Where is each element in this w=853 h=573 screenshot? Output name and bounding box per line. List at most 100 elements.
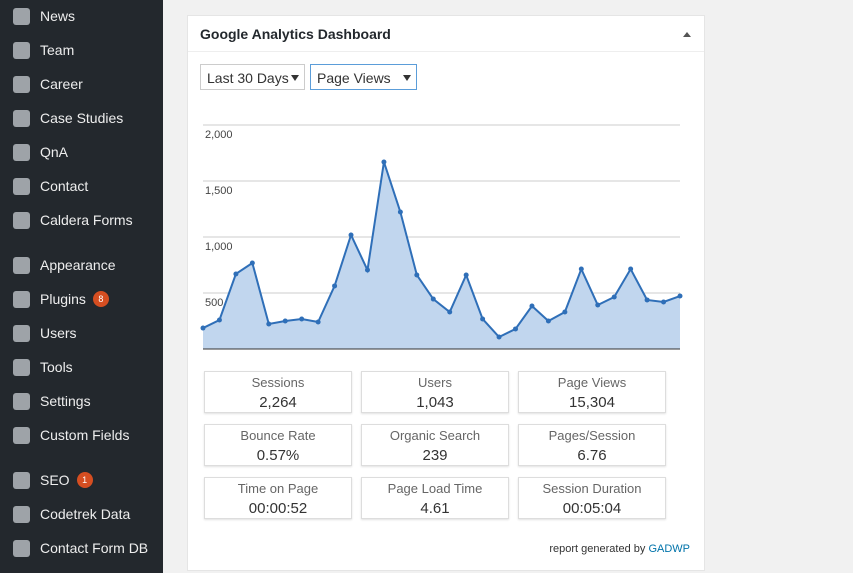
data-point bbox=[249, 260, 255, 266]
period-select-text: Last 30 Days bbox=[207, 70, 289, 86]
data-point bbox=[463, 272, 469, 278]
chart: 500 1,000 1,500 2,000 bbox=[200, 124, 683, 350]
data-point bbox=[677, 293, 683, 299]
menu-label: Contact bbox=[40, 178, 89, 194]
data-point bbox=[529, 303, 535, 309]
stat-value: 00:05:04 bbox=[562, 500, 622, 517]
stat-label: Users bbox=[418, 375, 452, 390]
stat-value: 00:00:52 bbox=[248, 500, 308, 517]
menu-label: SEO bbox=[40, 472, 70, 488]
stat-value: 15,304 bbox=[569, 394, 615, 411]
stat-label: Page Load Time bbox=[387, 481, 483, 496]
menu-icon bbox=[13, 472, 30, 489]
stat-box: Organic Search 239 bbox=[361, 424, 509, 466]
metric-select[interactable]: Page Views bbox=[310, 64, 417, 90]
menu-label-wrap: Case Studies bbox=[40, 110, 123, 126]
data-point bbox=[578, 266, 584, 272]
menu-item[interactable]: Caldera Forms bbox=[0, 206, 163, 236]
menu-item[interactable]: Plugins 8 bbox=[0, 285, 163, 315]
menu-icon bbox=[13, 291, 30, 308]
data-point bbox=[595, 302, 601, 308]
data-point bbox=[266, 321, 272, 327]
menu-item[interactable]: News bbox=[0, 2, 163, 32]
menu-item[interactable]: Tools bbox=[0, 353, 163, 383]
stat-value: 1,043 bbox=[416, 394, 454, 411]
menu-icon bbox=[13, 427, 30, 444]
menu-label-wrap: Custom Fields bbox=[40, 427, 129, 443]
menu-icon bbox=[13, 42, 30, 59]
menu-item[interactable]: SEO 1 bbox=[0, 466, 163, 496]
stat-box: Page Load Time 4.61 bbox=[361, 477, 509, 519]
data-point bbox=[233, 271, 239, 277]
widget-title: Google Analytics Dashboard bbox=[200, 26, 391, 42]
menu-label: Plugins bbox=[40, 291, 86, 307]
menu-item[interactable]: Contact Form DB bbox=[0, 534, 163, 564]
menu-badge: 1 bbox=[76, 472, 93, 488]
menu-label: Team bbox=[40, 42, 75, 58]
menu-item[interactable]: QnA bbox=[0, 138, 163, 168]
report-footer: report generated by GADWP bbox=[549, 543, 690, 555]
period-select[interactable]: Last 30 Days bbox=[200, 64, 305, 90]
menu-item[interactable]: Case Studies bbox=[0, 104, 163, 134]
stat-label: Session Duration bbox=[542, 481, 642, 496]
data-point bbox=[332, 283, 338, 289]
data-point bbox=[348, 232, 354, 238]
menu-label-wrap: Plugins 8 bbox=[40, 291, 109, 307]
menu-label-wrap: Contact Form DB bbox=[40, 540, 148, 556]
menu-label: Case Studies bbox=[40, 110, 124, 126]
stat-label: Sessions bbox=[251, 375, 305, 390]
menu-icon bbox=[13, 144, 30, 161]
menu-icon bbox=[13, 257, 30, 274]
data-point bbox=[414, 272, 420, 278]
data-point bbox=[315, 319, 321, 325]
data-point bbox=[430, 296, 436, 302]
menu-label: Users bbox=[40, 325, 77, 341]
stat-box: Pages/Session 6.76 bbox=[518, 424, 666, 466]
menu-item[interactable]: Codetrek Data bbox=[0, 500, 163, 530]
menu-icon bbox=[13, 540, 30, 557]
line bbox=[202, 161, 681, 339]
data-point bbox=[397, 209, 403, 215]
menu-badge: 8 bbox=[92, 291, 109, 307]
stat-box: Users 1,043 bbox=[361, 371, 509, 413]
data-point bbox=[513, 326, 519, 332]
menu-item[interactable]: Career bbox=[0, 70, 163, 100]
menu-item[interactable]: Contact bbox=[0, 172, 163, 202]
menu-label-wrap: QnA bbox=[40, 144, 68, 160]
menu-label-wrap: Contact bbox=[40, 178, 88, 194]
y-tick-label: 2,000 bbox=[205, 129, 233, 141]
menu-label-wrap: Tools bbox=[40, 359, 73, 375]
menu-icon bbox=[13, 8, 30, 25]
menu-label: Appearance bbox=[40, 257, 116, 273]
data-point bbox=[611, 294, 617, 300]
analytics-widget: Google Analytics Dashboard Last 30 Days … bbox=[187, 15, 705, 571]
menu-label: Career bbox=[40, 76, 83, 92]
stat-box: Time on Page 00:00:52 bbox=[204, 477, 352, 519]
y-tick-label: 1,500 bbox=[205, 185, 233, 197]
stat-value: 6.76 bbox=[577, 447, 607, 464]
menu-label-wrap: Career bbox=[40, 76, 83, 92]
menu-label: Custom Fields bbox=[40, 427, 130, 443]
stat-value: 4.61 bbox=[420, 500, 450, 517]
menu-item[interactable]: Settings bbox=[0, 387, 163, 417]
menu-icon bbox=[13, 178, 30, 195]
data-point bbox=[480, 316, 486, 322]
menu-item[interactable]: Custom Fields bbox=[0, 421, 163, 451]
data-point bbox=[282, 318, 288, 324]
menu-label: Caldera Forms bbox=[40, 212, 133, 228]
menu-item[interactable]: Team bbox=[0, 36, 163, 66]
stat-box: Bounce Rate 0.57% bbox=[204, 424, 352, 466]
menu-label-wrap: SEO 1 bbox=[40, 472, 93, 488]
menu-icon bbox=[13, 76, 30, 93]
menu-item[interactable]: Appearance bbox=[0, 251, 163, 281]
menu-label-wrap: Appearance bbox=[40, 257, 116, 273]
data-point bbox=[644, 297, 650, 303]
menu-icon bbox=[13, 212, 30, 229]
footer-link[interactable]: GADWP bbox=[648, 543, 690, 555]
stat-label: Time on Page bbox=[237, 481, 319, 496]
collapse-toggle[interactable] bbox=[682, 30, 692, 38]
menu-icon bbox=[13, 506, 30, 523]
menu-item[interactable]: Users bbox=[0, 319, 163, 349]
data-point bbox=[661, 299, 667, 305]
